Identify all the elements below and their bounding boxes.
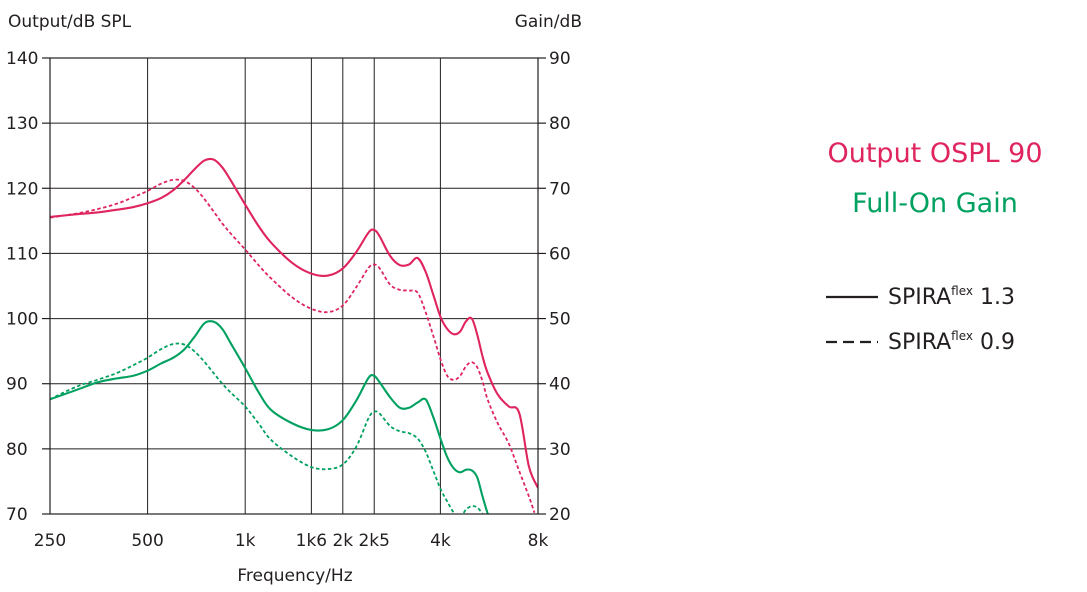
frequency-response-chart: 70 80 90 100 110 120 130 140 20 30 40 50 60 70 80 90 2… — [6, 49, 571, 551]
right-tick-label: 80 — [549, 114, 571, 134]
right-tick-label: 30 — [549, 440, 571, 460]
left-axis-title: Output/dB SPL — [8, 12, 132, 32]
output-solid-line — [50, 157, 538, 489]
right-axis-title: Gain/dB — [514, 12, 582, 32]
right-tick-label: 90 — [549, 49, 571, 69]
right-axis-ticks: 20 30 40 50 60 70 80 90 — [538, 49, 571, 525]
x-tick-label: 2k — [332, 531, 353, 551]
right-tick-label: 20 — [549, 505, 571, 525]
x-tick-label: 1k — [235, 531, 256, 551]
x-tick-label: 8k — [528, 531, 549, 551]
x-axis-title: Frequency/Hz — [237, 566, 353, 586]
solid-line-swatch — [826, 295, 878, 299]
gain-dashed-line — [50, 342, 484, 514]
x-tick-label: 4k — [430, 531, 451, 551]
legend-label-dashed: SPIRAflex 0.9 — [888, 329, 1015, 355]
right-tick-label: 60 — [549, 244, 571, 264]
right-tick-label: 40 — [549, 375, 571, 395]
left-tick-label: 100 — [6, 310, 38, 330]
left-tick-label: 110 — [6, 244, 38, 264]
right-tick-label: 50 — [549, 310, 571, 330]
left-axis-ticks: 70 80 90 100 110 120 130 140 — [6, 49, 50, 525]
plot-frame — [49, 57, 539, 515]
left-tick-label: 120 — [6, 179, 38, 199]
left-tick-label: 90 — [6, 375, 28, 395]
x-axis-ticks: 250 500 1k 1k6 2k 2k5 4k 8k — [34, 531, 549, 551]
right-tick-label: 70 — [549, 179, 571, 199]
x-tick-label: 250 — [34, 531, 66, 551]
left-tick-label: 70 — [6, 505, 28, 525]
legend-item-dashed: SPIRAflex 0.9 — [826, 327, 1015, 357]
x-tick-label: 500 — [131, 531, 163, 551]
series-group — [50, 157, 538, 514]
legend-label-solid: SPIRAflex 1.3 — [888, 284, 1015, 310]
left-tick-label: 130 — [6, 114, 38, 134]
output-dashed-line — [50, 178, 536, 513]
grid-lines — [50, 58, 538, 514]
gain-solid-line — [50, 320, 489, 514]
legend-title-gain: Full-On Gain — [852, 188, 1018, 219]
dashed-line-swatch — [826, 340, 878, 344]
legend-item-solid: SPIRAflex 1.3 — [826, 282, 1015, 312]
legend-title-output: Output OSPL 90 — [827, 138, 1043, 169]
left-tick-label: 80 — [6, 440, 28, 460]
left-tick-label: 140 — [6, 49, 38, 69]
x-tick-label: 1k6 — [296, 531, 327, 551]
x-tick-label: 2k5 — [358, 531, 389, 551]
